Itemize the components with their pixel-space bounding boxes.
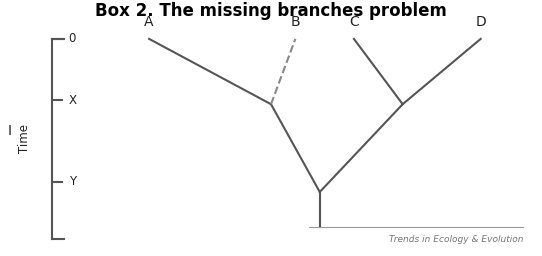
Text: 0: 0 (69, 32, 76, 45)
Text: Box 2. The missing branches problem: Box 2. The missing branches problem (95, 2, 447, 20)
Text: Trends in Ecology & Evolution: Trends in Ecology & Evolution (389, 235, 523, 244)
Text: A: A (144, 15, 154, 29)
Text: B: B (291, 15, 300, 29)
Text: C: C (349, 15, 359, 29)
Text: D: D (475, 15, 486, 29)
Text: X: X (69, 94, 76, 106)
Text: I: I (8, 124, 12, 138)
Text: Y: Y (69, 175, 76, 188)
Text: Time: Time (18, 124, 31, 153)
